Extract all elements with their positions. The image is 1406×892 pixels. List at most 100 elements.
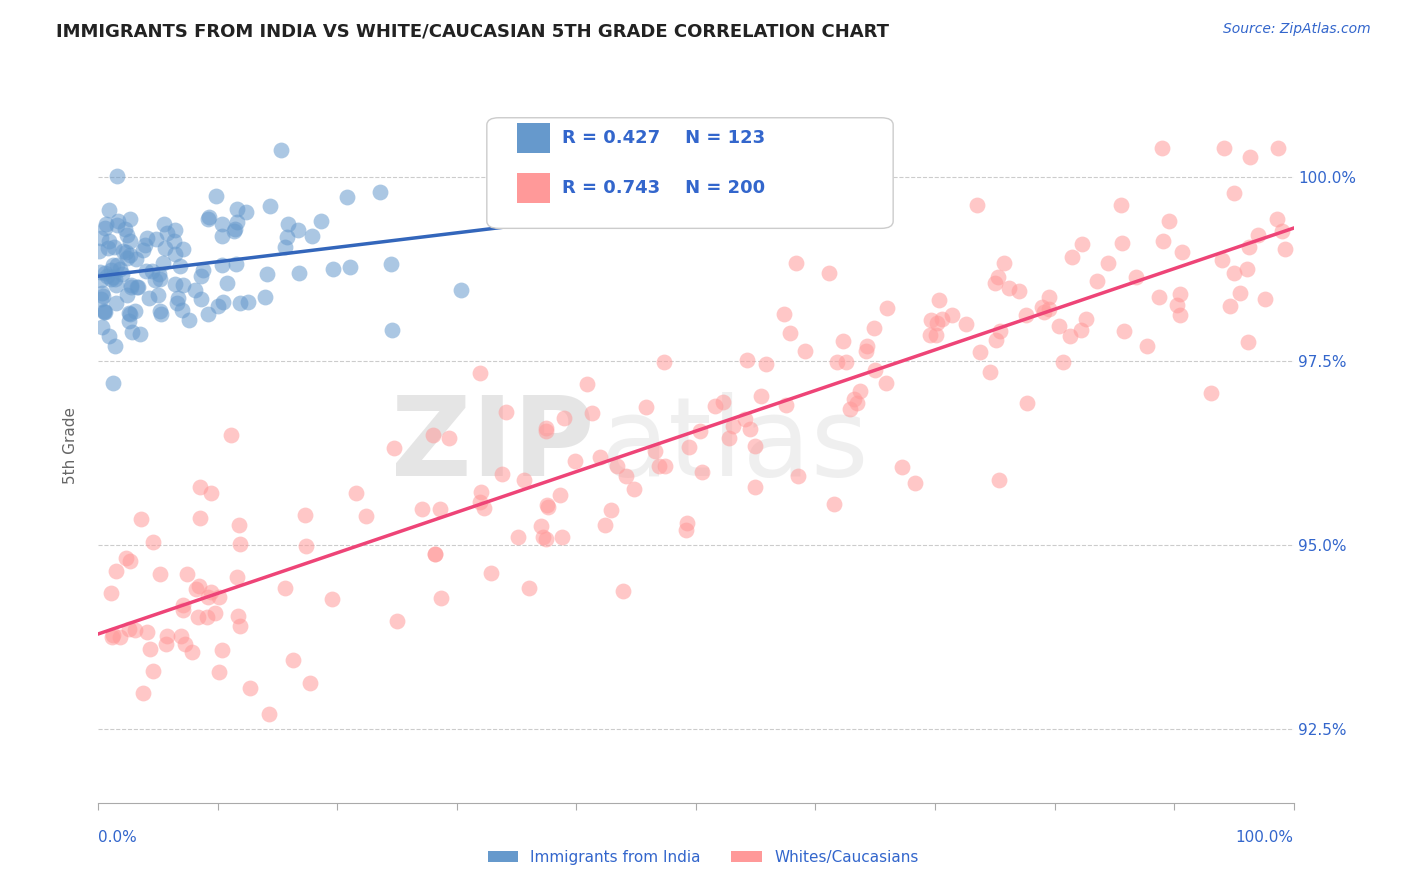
Point — [156, 227, 179, 241]
Point — [925, 327, 948, 342]
Point — [131, 512, 153, 526]
Text: 100.0%: 100.0% — [1236, 830, 1294, 845]
Point — [118, 308, 141, 322]
Point — [380, 323, 402, 337]
Point — [121, 325, 143, 339]
Point — [103, 240, 125, 254]
Point — [468, 367, 491, 381]
Point — [891, 460, 914, 475]
Point — [105, 218, 128, 232]
Point — [1239, 150, 1261, 164]
Point — [1015, 308, 1038, 322]
Point — [1007, 284, 1029, 298]
Point — [111, 267, 134, 281]
Point — [100, 263, 122, 277]
Point — [104, 296, 127, 310]
Point — [614, 469, 637, 483]
Point — [309, 213, 332, 227]
Point — [115, 287, 138, 301]
Point — [1219, 299, 1241, 313]
Point — [128, 327, 150, 342]
Point — [1059, 329, 1081, 343]
Point — [993, 256, 1015, 270]
Point — [581, 406, 603, 420]
Point — [118, 235, 141, 249]
Point — [125, 279, 148, 293]
Point — [387, 614, 409, 628]
Point — [931, 311, 953, 326]
Point — [101, 628, 124, 642]
Point — [1237, 240, 1260, 254]
Point — [207, 299, 229, 313]
Point — [928, 293, 950, 308]
Point — [221, 428, 243, 442]
Point — [1074, 311, 1097, 326]
Point — [654, 458, 676, 473]
Point — [197, 212, 219, 227]
Point — [239, 681, 262, 695]
Point — [997, 281, 1019, 295]
Point — [876, 301, 898, 315]
Point — [90, 273, 112, 287]
Point — [818, 266, 841, 280]
Point — [256, 267, 278, 281]
Point — [744, 439, 766, 453]
Point — [136, 624, 159, 639]
Point — [690, 465, 713, 479]
Point — [704, 399, 727, 413]
Point — [1271, 224, 1294, 238]
Point — [172, 303, 194, 318]
Point — [184, 582, 207, 597]
Point — [173, 603, 195, 617]
Point — [200, 585, 222, 599]
Point — [536, 499, 558, 513]
Point — [136, 231, 159, 245]
Point — [425, 547, 447, 561]
Point — [793, 344, 815, 359]
Point — [1253, 293, 1275, 307]
Point — [491, 467, 513, 482]
Point — [612, 584, 634, 599]
Point — [134, 238, 156, 252]
Point — [513, 473, 536, 487]
Point — [384, 441, 406, 455]
Point — [1038, 290, 1060, 304]
Point — [90, 231, 112, 245]
Point — [644, 444, 666, 458]
Point — [138, 291, 160, 305]
Point — [1212, 141, 1234, 155]
Point — [104, 272, 127, 286]
Point — [1060, 250, 1083, 264]
Point — [115, 245, 138, 260]
Point — [91, 319, 114, 334]
Point — [551, 530, 574, 544]
Point — [153, 241, 176, 255]
Point — [479, 566, 502, 580]
Point — [117, 251, 139, 265]
Point — [1199, 385, 1222, 400]
Point — [124, 623, 146, 637]
Point — [179, 313, 201, 327]
Point — [955, 317, 977, 331]
Point — [849, 384, 872, 399]
Point — [979, 365, 1001, 379]
Point — [118, 623, 141, 637]
Point — [101, 630, 124, 644]
Point — [274, 581, 297, 595]
Point — [772, 307, 794, 321]
Point — [162, 234, 184, 248]
Point — [224, 221, 246, 235]
Point — [163, 223, 186, 237]
Point — [1170, 309, 1192, 323]
Point — [534, 424, 557, 438]
Point — [855, 344, 877, 359]
Point — [1070, 236, 1092, 251]
Point — [606, 458, 628, 473]
Point — [1031, 300, 1053, 314]
Point — [184, 283, 207, 297]
Point — [226, 570, 249, 584]
Point — [734, 412, 756, 426]
Point — [176, 566, 198, 581]
Point — [222, 224, 245, 238]
Point — [190, 268, 212, 283]
